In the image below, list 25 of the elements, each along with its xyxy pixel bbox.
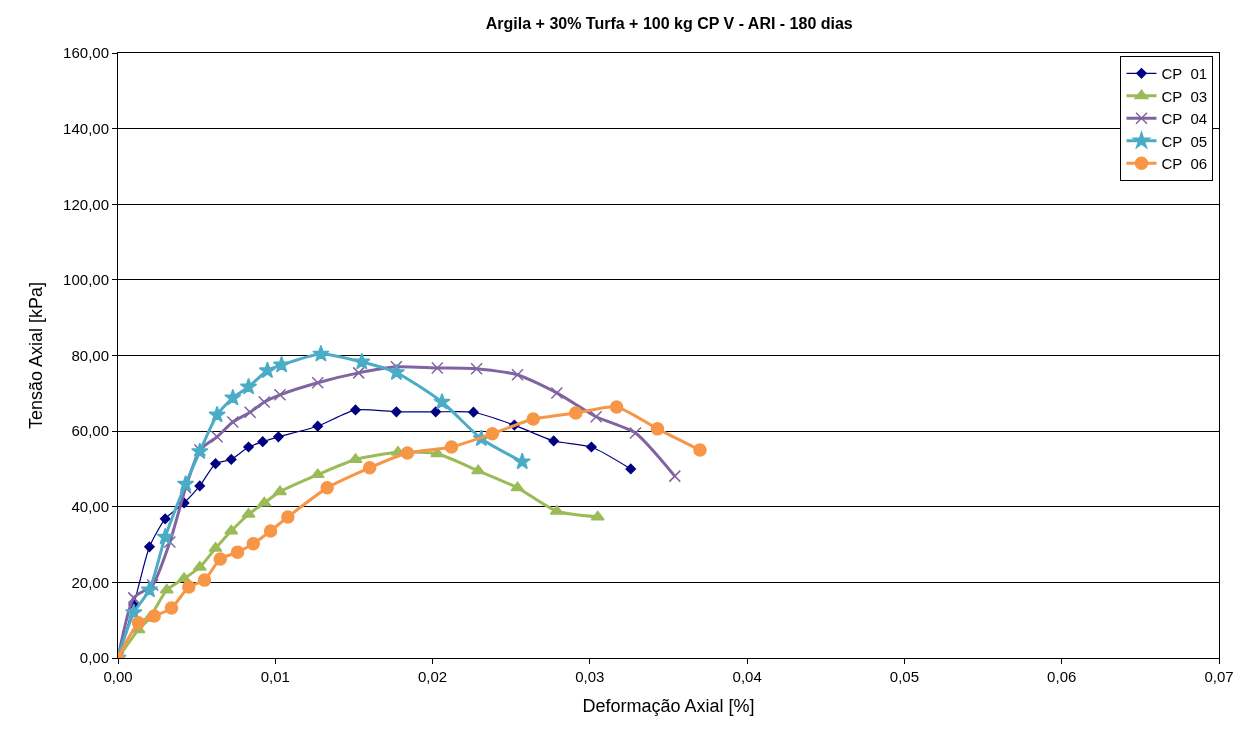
x-axis-title: Deformação Axial [%]	[582, 696, 755, 717]
chart-title: Argila + 30% Turfa + 100 kg CP V - ARI - 180 dias	[485, 15, 853, 33]
x-tick-label: 0,00	[103, 668, 133, 685]
legend-label: CP 06	[1161, 155, 1208, 173]
x-tick-label: 0,02	[417, 668, 448, 685]
x-tick-label: 0,05	[889, 668, 920, 685]
y-tick-label: 120,00	[63, 195, 109, 213]
legend-label: CP 03	[1161, 87, 1208, 105]
x-tick-label: 0,04	[732, 668, 762, 685]
legend-label: CP 01	[1161, 65, 1208, 83]
x-tick-label: 0,03	[575, 668, 605, 685]
x-tick-label: 0,07	[1204, 668, 1234, 685]
y-tick-label: 60,00	[71, 422, 109, 440]
x-tick-label: 0,06	[1047, 668, 1077, 685]
y-tick-label: 160,00	[63, 44, 109, 62]
y-tick-label: 0,00	[79, 649, 109, 667]
y-tick-label: 20,00	[71, 573, 109, 591]
y-tick-label: 140,00	[63, 119, 109, 137]
y-axis-title: Tensão Axial [kPa]	[26, 281, 47, 430]
y-tick-label: 80,00	[71, 346, 109, 364]
legend-label: CP 05	[1161, 132, 1208, 150]
x-tick-label: 0,01	[260, 668, 290, 685]
y-tick-label: 40,00	[71, 498, 109, 515]
legend-label: CP 04	[1161, 110, 1208, 128]
y-tick-label: 100,00	[63, 271, 109, 289]
